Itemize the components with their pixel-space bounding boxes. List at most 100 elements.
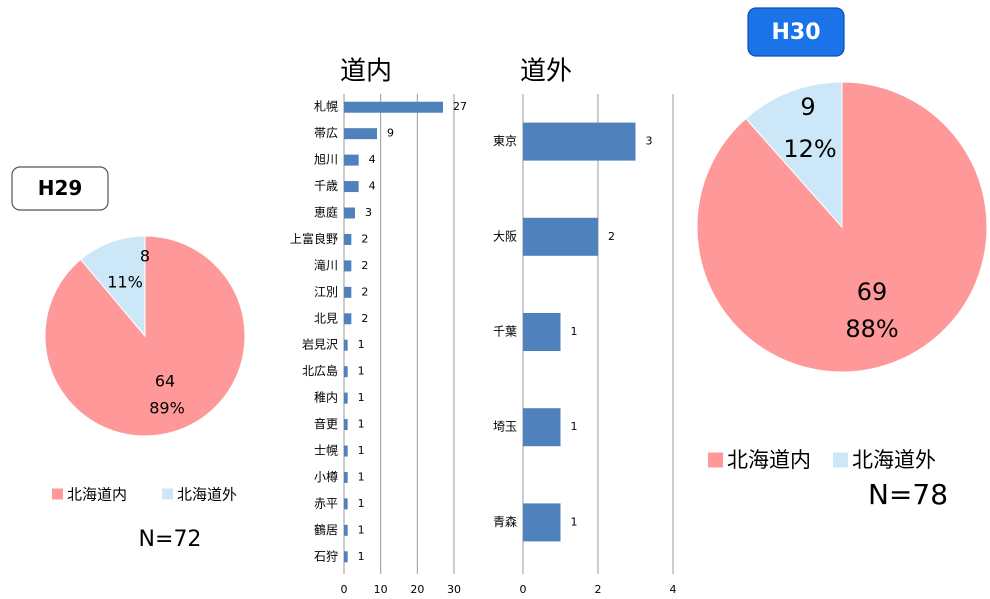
bar (523, 408, 561, 447)
value-label: 4 (369, 180, 376, 193)
y-tick-label: 東京 (493, 134, 517, 148)
legend-swatch (708, 452, 723, 468)
bar (344, 524, 348, 536)
slice-percent: 88% (845, 315, 898, 343)
legend-label: 北海道内 (727, 448, 811, 472)
chart-title: 道内 (340, 57, 392, 87)
badge-box (11, 166, 109, 211)
slice-value: 9 (800, 93, 815, 121)
y-tick-label: 大阪 (493, 229, 517, 243)
legend-label: 北海道外 (177, 486, 237, 504)
slice-value: 8 (140, 247, 150, 266)
bar (344, 207, 355, 219)
x-tick-label: 0 (341, 583, 348, 596)
legend-swatch (162, 488, 173, 500)
legend-label: 北海道外 (852, 448, 936, 472)
y-tick-label: 千歳 (314, 179, 338, 193)
bar (344, 498, 348, 510)
y-tick-label: 鶴居 (314, 522, 338, 537)
bar (344, 419, 348, 431)
value-label: 4 (369, 153, 376, 166)
chart-title: 道外 (520, 57, 572, 87)
bar (344, 392, 348, 404)
slice-percent: 89% (149, 399, 185, 418)
value-label: 1 (358, 418, 365, 431)
y-tick-label: 札幌 (314, 99, 338, 114)
value-label: 2 (361, 259, 368, 272)
slice-value: 69 (857, 278, 888, 306)
value-label: 1 (358, 550, 365, 563)
y-tick-label: 岩見沢 (302, 337, 338, 352)
x-tick-label: 10 (374, 583, 388, 596)
y-tick-label: 帯広 (314, 126, 338, 140)
value-label: 1 (571, 325, 578, 338)
bar (523, 313, 561, 351)
y-tick-label: 音更 (314, 416, 338, 431)
y-tick-label: 埼玉 (493, 420, 517, 434)
value-label: 2 (608, 230, 615, 243)
y-tick-label: 旭川 (314, 153, 338, 167)
value-label: 1 (358, 391, 365, 404)
bar (344, 101, 443, 113)
bar (344, 445, 348, 457)
y-tick-label: 稚内 (314, 391, 338, 405)
value-label: 1 (571, 420, 578, 433)
legend-label: 北海道内 (67, 486, 127, 504)
x-tick-label: 20 (410, 583, 424, 596)
x-tick-label: 30 (447, 583, 461, 596)
sample-size: N=72 (139, 527, 202, 552)
y-tick-label: 恵庭 (314, 205, 338, 220)
bar (523, 217, 598, 256)
slice-value: 64 (155, 372, 175, 391)
y-tick-label: 赤平 (314, 496, 338, 510)
x-tick-label: 2 (595, 583, 602, 596)
y-tick-label: 小樽 (314, 469, 338, 484)
value-label: 2 (361, 232, 368, 245)
slice-percent: 12% (783, 135, 836, 163)
y-tick-label: 千葉 (493, 325, 517, 339)
value-label: 3 (365, 206, 372, 219)
bar (344, 233, 352, 245)
bar (523, 122, 636, 161)
value-label: 1 (571, 515, 578, 528)
value-label: 2 (361, 312, 368, 325)
bar (344, 154, 359, 166)
badge-box (747, 7, 845, 57)
legend-swatch (52, 488, 63, 500)
badge: H29 (38, 176, 83, 200)
x-tick-label: 0 (520, 583, 527, 596)
legend-swatch (833, 452, 848, 468)
bar (344, 471, 348, 483)
y-tick-label: 士幌 (314, 443, 338, 458)
y-tick-label: 北広島 (302, 363, 338, 378)
badge: H30 (771, 20, 820, 45)
y-tick-label: 青森 (493, 514, 517, 529)
y-tick-label: 江別 (314, 285, 338, 299)
value-label: 1 (358, 470, 365, 483)
bar (344, 313, 352, 325)
y-tick-label: 上富良野 (290, 231, 338, 246)
pie-slice (745, 81, 843, 229)
value-label: 9 (387, 127, 394, 140)
value-label: 2 (361, 285, 368, 298)
value-label: 27 (453, 100, 467, 113)
value-label: 1 (358, 444, 365, 457)
bar (344, 551, 348, 563)
y-tick-label: 滝川 (314, 258, 338, 272)
y-tick-label: 石狩 (314, 548, 338, 563)
bar (344, 339, 348, 351)
value-label: 1 (358, 365, 365, 378)
value-label: 1 (358, 338, 365, 351)
bar (344, 366, 348, 378)
value-label: 1 (358, 497, 365, 510)
value-label: 3 (646, 135, 653, 148)
slice-percent: 11% (107, 273, 143, 292)
x-tick-label: 4 (670, 583, 677, 596)
bar (344, 181, 359, 193)
value-label: 1 (358, 523, 365, 536)
bar (344, 286, 352, 298)
y-tick-label: 北見 (314, 311, 338, 325)
bar (344, 260, 352, 272)
bar (523, 503, 561, 542)
